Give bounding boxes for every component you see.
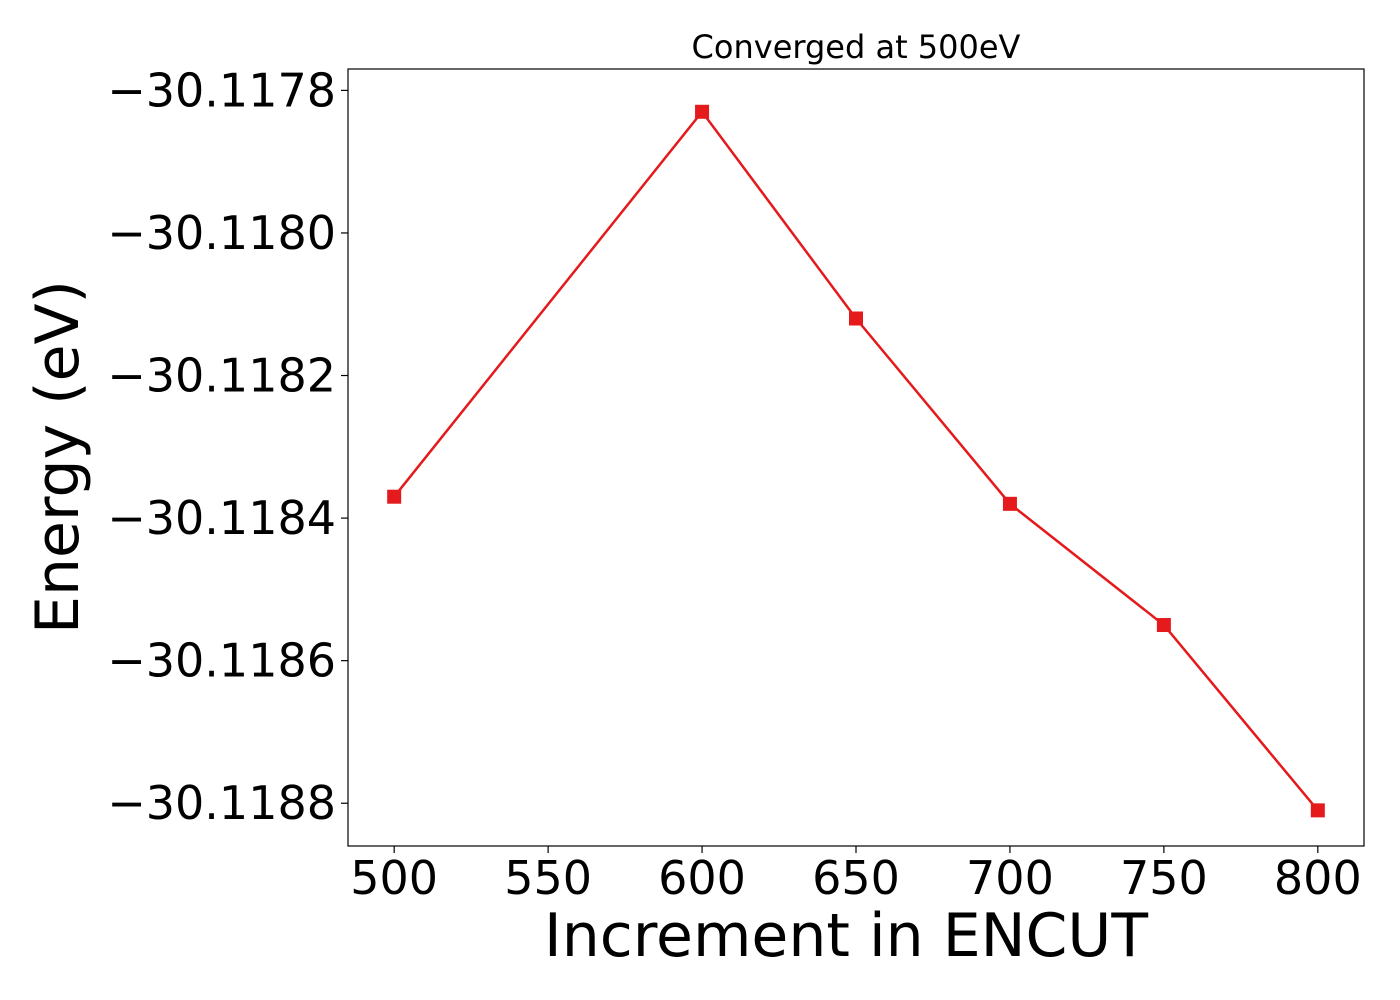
x-tick-label: 650 [812, 851, 900, 905]
series-line [393, 109, 1319, 812]
data-point-marker [849, 311, 863, 326]
x-axis-label: Increment in ENCUT [544, 901, 1148, 971]
data-point-marker [1156, 618, 1171, 633]
data-point-marker [1002, 496, 1017, 511]
series-layer [387, 104, 1325, 818]
plot-area-frame [347, 68, 1365, 847]
y-tick-label: −30.1182 [107, 349, 336, 403]
x-tick-label: 700 [966, 851, 1054, 905]
x-tick-label: 600 [658, 851, 746, 905]
y-axis-label: Energy (eV) [23, 280, 93, 634]
x-tick-label: 550 [504, 851, 592, 905]
data-point-marker [695, 104, 710, 119]
y-tick-label: −30.1184 [107, 491, 336, 545]
y-axis-ticks: −30.1188 −30.1186 −30.1184 −30.1182 −30.1180… [107, 63, 348, 830]
y-tick-label: −30.1180 [107, 206, 336, 260]
y-tick-label: −30.1188 [107, 776, 336, 830]
x-axis-ticks: 500 550 600 650 700 750 800 [350, 846, 1362, 905]
y-tick-label: −30.1178 [107, 63, 336, 117]
x-tick-label: 500 [350, 851, 438, 905]
y-tick-label: −30.1186 [107, 634, 336, 688]
data-point-marker [387, 489, 402, 504]
x-tick-label: 750 [1120, 851, 1208, 905]
chart-title: Converged at 500eV [692, 28, 1021, 66]
data-point-marker [1310, 803, 1325, 818]
x-tick-label: 800 [1274, 851, 1362, 905]
